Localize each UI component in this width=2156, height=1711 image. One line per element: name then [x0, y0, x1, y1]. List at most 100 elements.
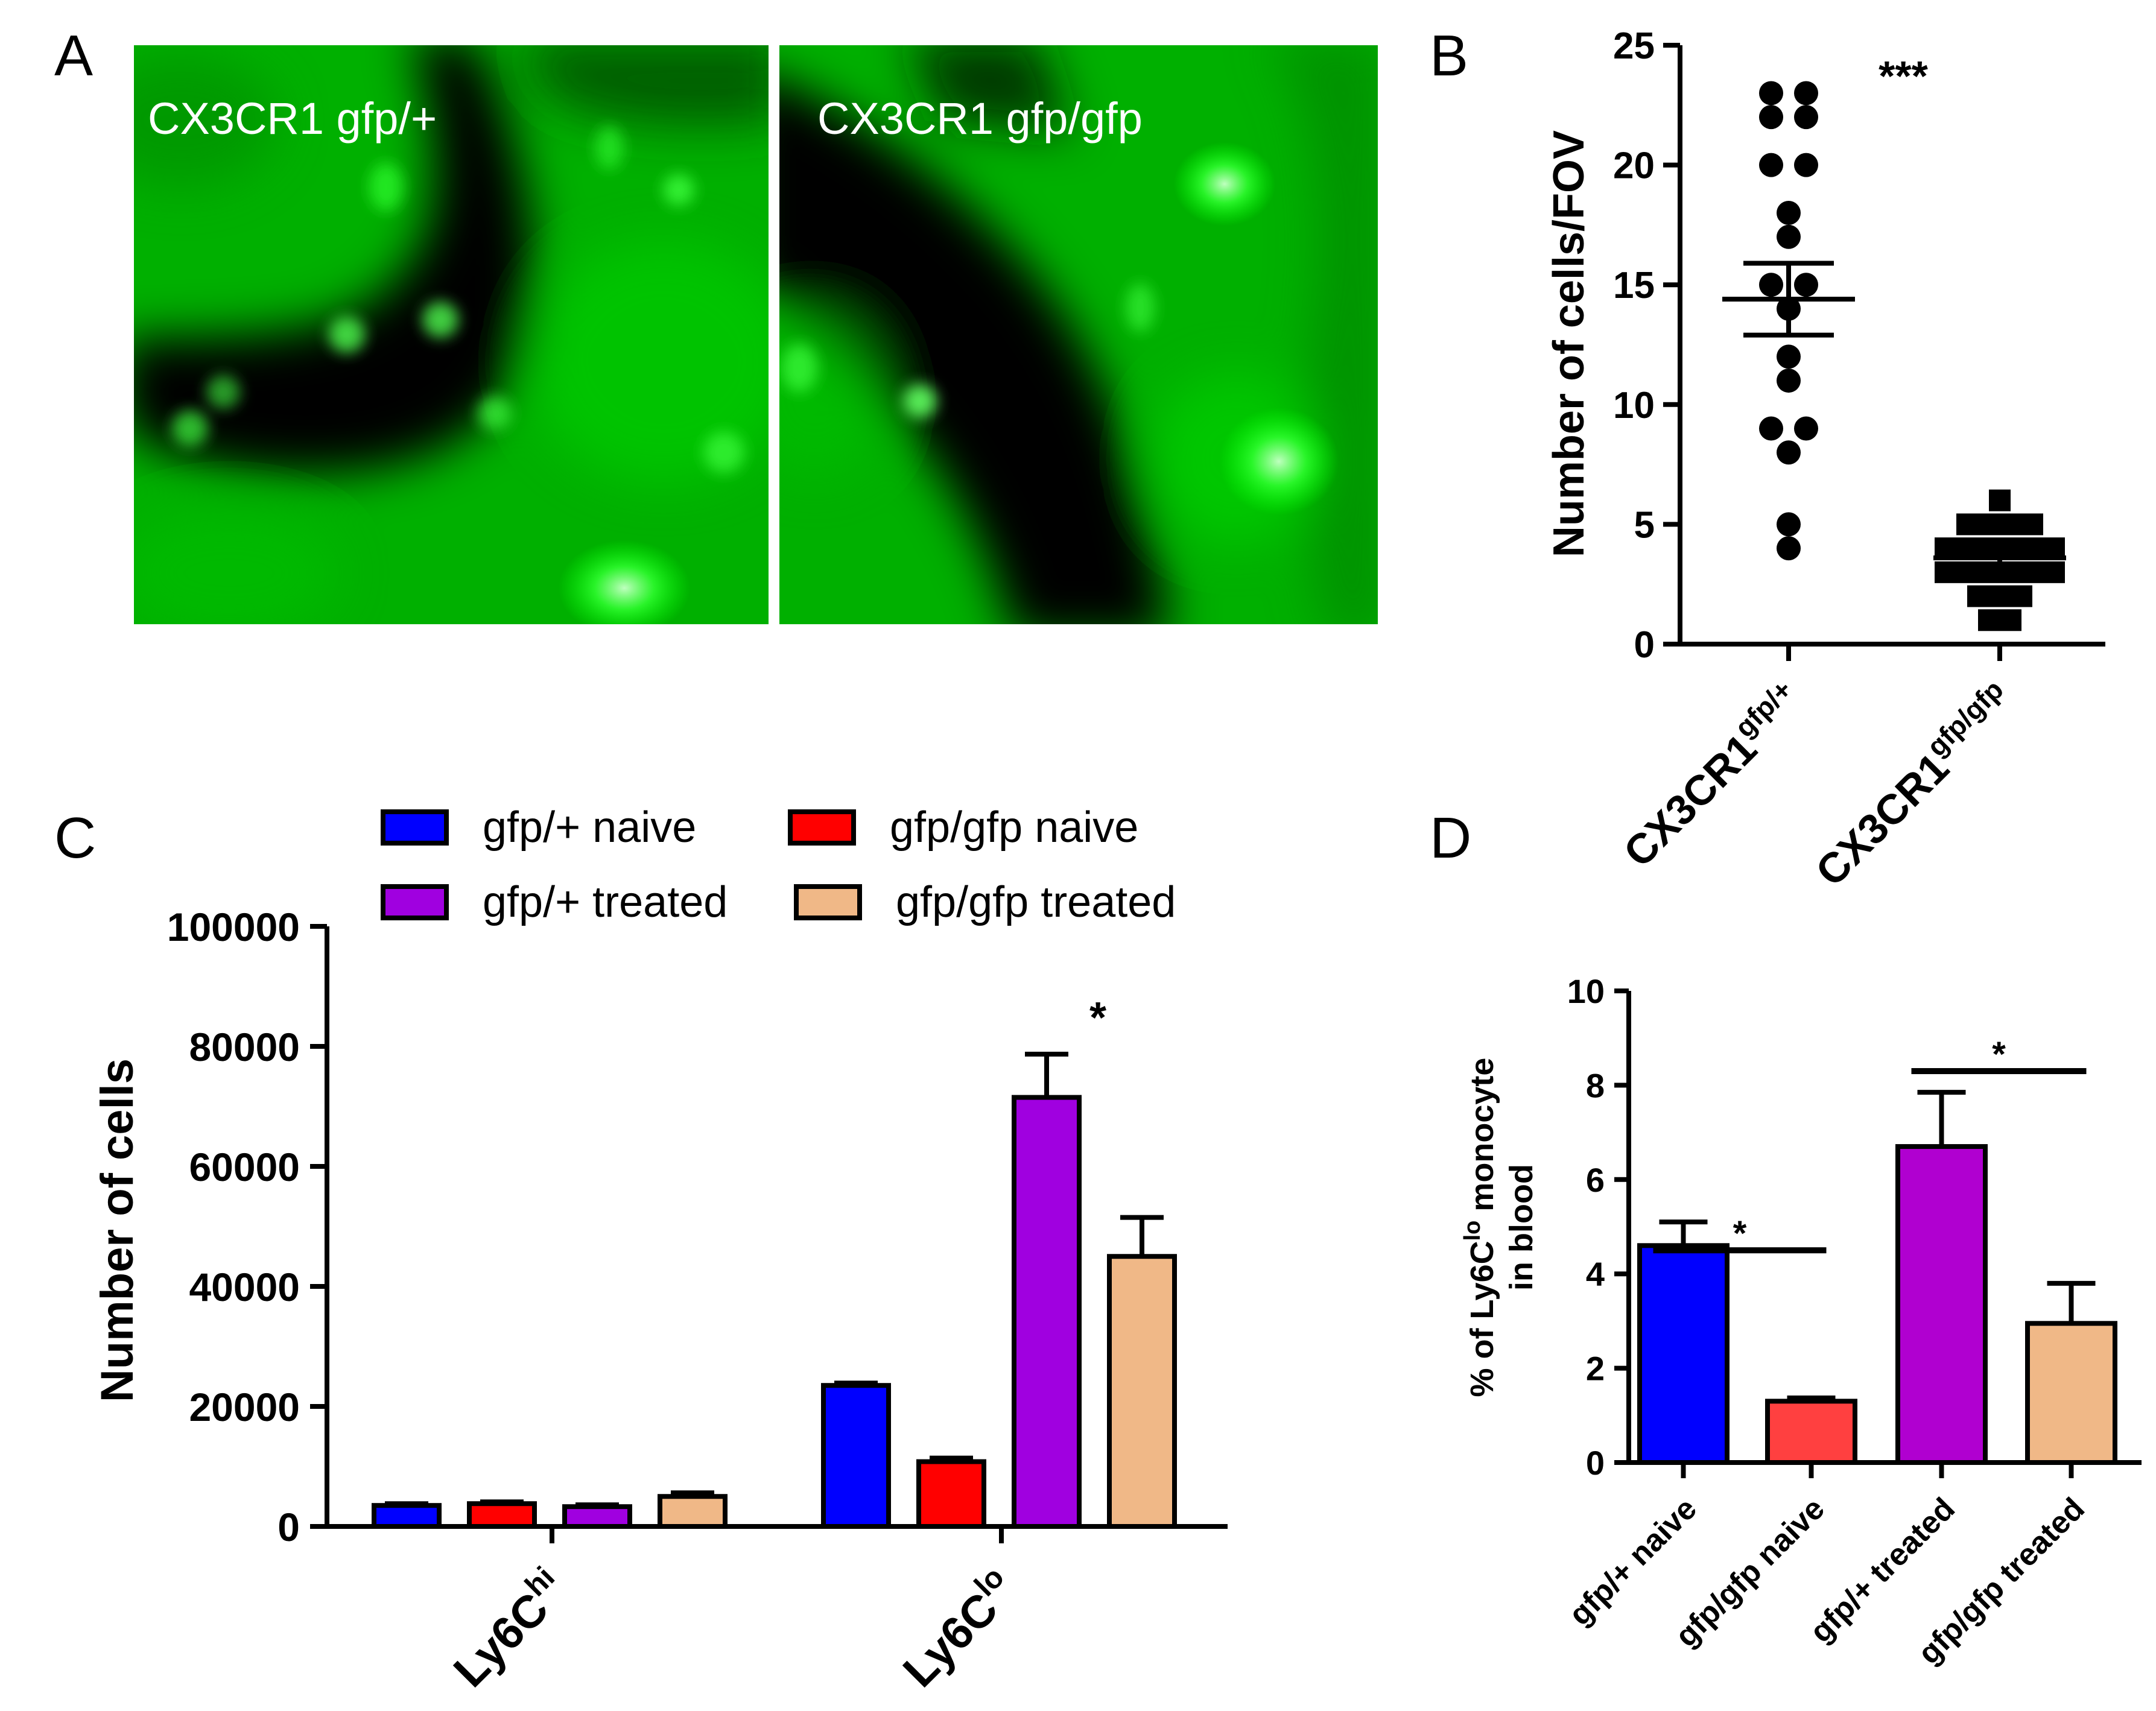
- panel-b-point: [1794, 416, 1818, 441]
- panel-c-bar: [562, 1504, 632, 1529]
- panel-b-y-tick-label: 25: [1613, 25, 1655, 67]
- panel-b-point: [2000, 609, 2021, 631]
- panel-c-y-tick-label: 60000: [189, 1145, 300, 1189]
- panel-b-point: [1759, 153, 1783, 177]
- panel-d-bar: [2025, 1321, 2117, 1466]
- panel-c-bar: [1012, 1095, 1082, 1529]
- panel-b-point: [1989, 585, 2011, 607]
- panel-c-bar: [821, 1383, 891, 1529]
- panel-b-point: [1967, 585, 1989, 607]
- panel-b-point: [1777, 512, 1801, 537]
- panel-b-point: [1777, 440, 1801, 465]
- panel-d-significance-star: *: [1992, 1035, 2006, 1074]
- panel-a: A: [54, 24, 1378, 624]
- panel-b-y-tick-label: 10: [1613, 385, 1655, 426]
- panel-c-legend-swatch: [381, 884, 449, 920]
- panel-b-letter: B: [1430, 24, 1468, 88]
- panel-b-point: [1777, 368, 1801, 393]
- panel-c-bar: [658, 1494, 728, 1529]
- panel-b-point: [1759, 81, 1783, 106]
- panel-b-point: [1759, 105, 1783, 130]
- panel-b-x-tick-label: CX3CR1gfp/gfp: [1803, 674, 2024, 895]
- panel-b-point: [1794, 273, 1818, 297]
- panel-b-y-tick-label: 0: [1634, 624, 1655, 666]
- panel-c-legend-swatch: [381, 809, 449, 846]
- micrograph-gfp-gfp: [779, 45, 1378, 624]
- panel-c-bar: [916, 1459, 986, 1529]
- panel-b-x-tick-label: CX3CR1gfp/+: [1611, 674, 1813, 876]
- panel-d-y-tick-label: 2: [1586, 1350, 1605, 1388]
- panel-d-y-tick-label: 8: [1586, 1066, 1605, 1104]
- panel-c-bar: [467, 1501, 537, 1529]
- panel-b-axes: [1678, 45, 2105, 647]
- panel-c-y-tick-label: 0: [277, 1505, 300, 1549]
- micrograph-right-label: CX3CR1 gfp/gfp: [817, 93, 1143, 144]
- panel-b-y-label: Number of cells/FOV: [1545, 130, 1593, 557]
- panel-b-y-tick-label: 15: [1613, 265, 1655, 306]
- panel-b-point: [2000, 513, 2021, 536]
- panel-c-legend-label: gfp/gfp naive: [890, 803, 1138, 852]
- panel-d-letter: D: [1430, 806, 1471, 870]
- panel-c-y-tick-label: 100000: [167, 905, 300, 949]
- panel-d-bar: [1637, 1243, 1730, 1466]
- panel-b-point: [1794, 105, 1818, 130]
- panel-d-y-tick-label: 10: [1567, 972, 1605, 1010]
- panel-b-y-tick-label: 5: [1634, 504, 1655, 546]
- panel-b: B 0 5 10 15 20 25 CX3CR1gfp/+CX3CR1gfp/gfp Nu…: [1430, 24, 2105, 895]
- panel-b-point: [1794, 81, 1818, 106]
- panel-c-bar: [1107, 1254, 1177, 1529]
- panel-d-y-ticks: 0 2 4 6 8 10: [1567, 972, 1629, 1482]
- panel-b-point: [1989, 489, 2011, 511]
- panel-b-point: [1759, 416, 1783, 441]
- panel-c-annotation: *: [1089, 994, 1106, 1042]
- panel-c-x-tick-label: Ly6Clo: [890, 1560, 1027, 1697]
- panel-c-legend-swatch: [788, 809, 856, 846]
- panel-c-y-tick-label: 80000: [189, 1025, 300, 1069]
- panel-b-point: [2011, 585, 2032, 607]
- panel-b-point: [1956, 513, 1978, 536]
- panel-b-point: [1777, 201, 1801, 226]
- panel-c-legend-label: gfp/+ treated: [483, 878, 728, 926]
- panel-c-legend-label: gfp/+ naive: [483, 803, 696, 852]
- panel-b-point: [1978, 609, 2000, 631]
- panel-b-point: [1759, 273, 1783, 297]
- panel-d-y-tick-label: 0: [1586, 1444, 1605, 1482]
- panel-c-legend-swatch: [794, 884, 862, 920]
- panel-b-significance: ***: [1879, 52, 1928, 100]
- panel-c-y-label: Number of cells: [92, 1058, 143, 1402]
- panel-d-x-tick-label: gfp/+ naive: [1562, 1491, 1704, 1632]
- panel-b-point: [1794, 153, 1818, 177]
- panel-d-bar: [1895, 1144, 1988, 1466]
- panel-b-point: [1978, 513, 2000, 536]
- panel-d-y-label-line2: in blood: [1503, 1164, 1539, 1291]
- panel-b-point: [2043, 561, 2065, 583]
- panel-c-letter: C: [54, 806, 96, 870]
- panel-d-y-tick-label: 4: [1586, 1255, 1605, 1293]
- micrograph-gfp-plus: [134, 45, 769, 624]
- panel-d-y-label: % of Ly6Clo monocyte: [1460, 1058, 1500, 1397]
- panel-b-y-ticks: 0 5 10 15 20 25: [1613, 25, 1680, 666]
- panel-d-bars: [1637, 1090, 2117, 1466]
- panel-a-letter: A: [54, 24, 93, 88]
- panel-d-significance-star: *: [1733, 1214, 1747, 1253]
- panel-d-significance: **: [1653, 1035, 2087, 1254]
- panel-c-bar: [372, 1503, 442, 1529]
- panel-d-y-tick-label: 6: [1586, 1161, 1605, 1199]
- panel-b-x-ticks: CX3CR1gfp/+CX3CR1gfp/gfp: [1611, 644, 2024, 895]
- panel-c-bars: [372, 1051, 1177, 1529]
- panel-b-points: [1759, 81, 2065, 631]
- panel-c-legend: gfp/+ naive gfp/gfp naive gfp/+ treated gfp…: [381, 803, 1176, 926]
- panel-b-point: [2021, 513, 2043, 536]
- panel-c-legend-label: gfp/gfp treated: [896, 878, 1176, 926]
- panel-c-y-tick-label: 40000: [189, 1265, 300, 1309]
- panel-b-point: [1935, 561, 1956, 583]
- panel-c-y-ticks: 0 20000 40000 60000 80000 100000: [167, 905, 327, 1549]
- panel-b-point: [1777, 344, 1801, 369]
- panel-c-y-tick-label: 20000: [189, 1385, 300, 1429]
- micrograph-left-label: CX3CR1 gfp/+: [148, 93, 437, 144]
- panel-b-mean-sem: [1722, 261, 2066, 568]
